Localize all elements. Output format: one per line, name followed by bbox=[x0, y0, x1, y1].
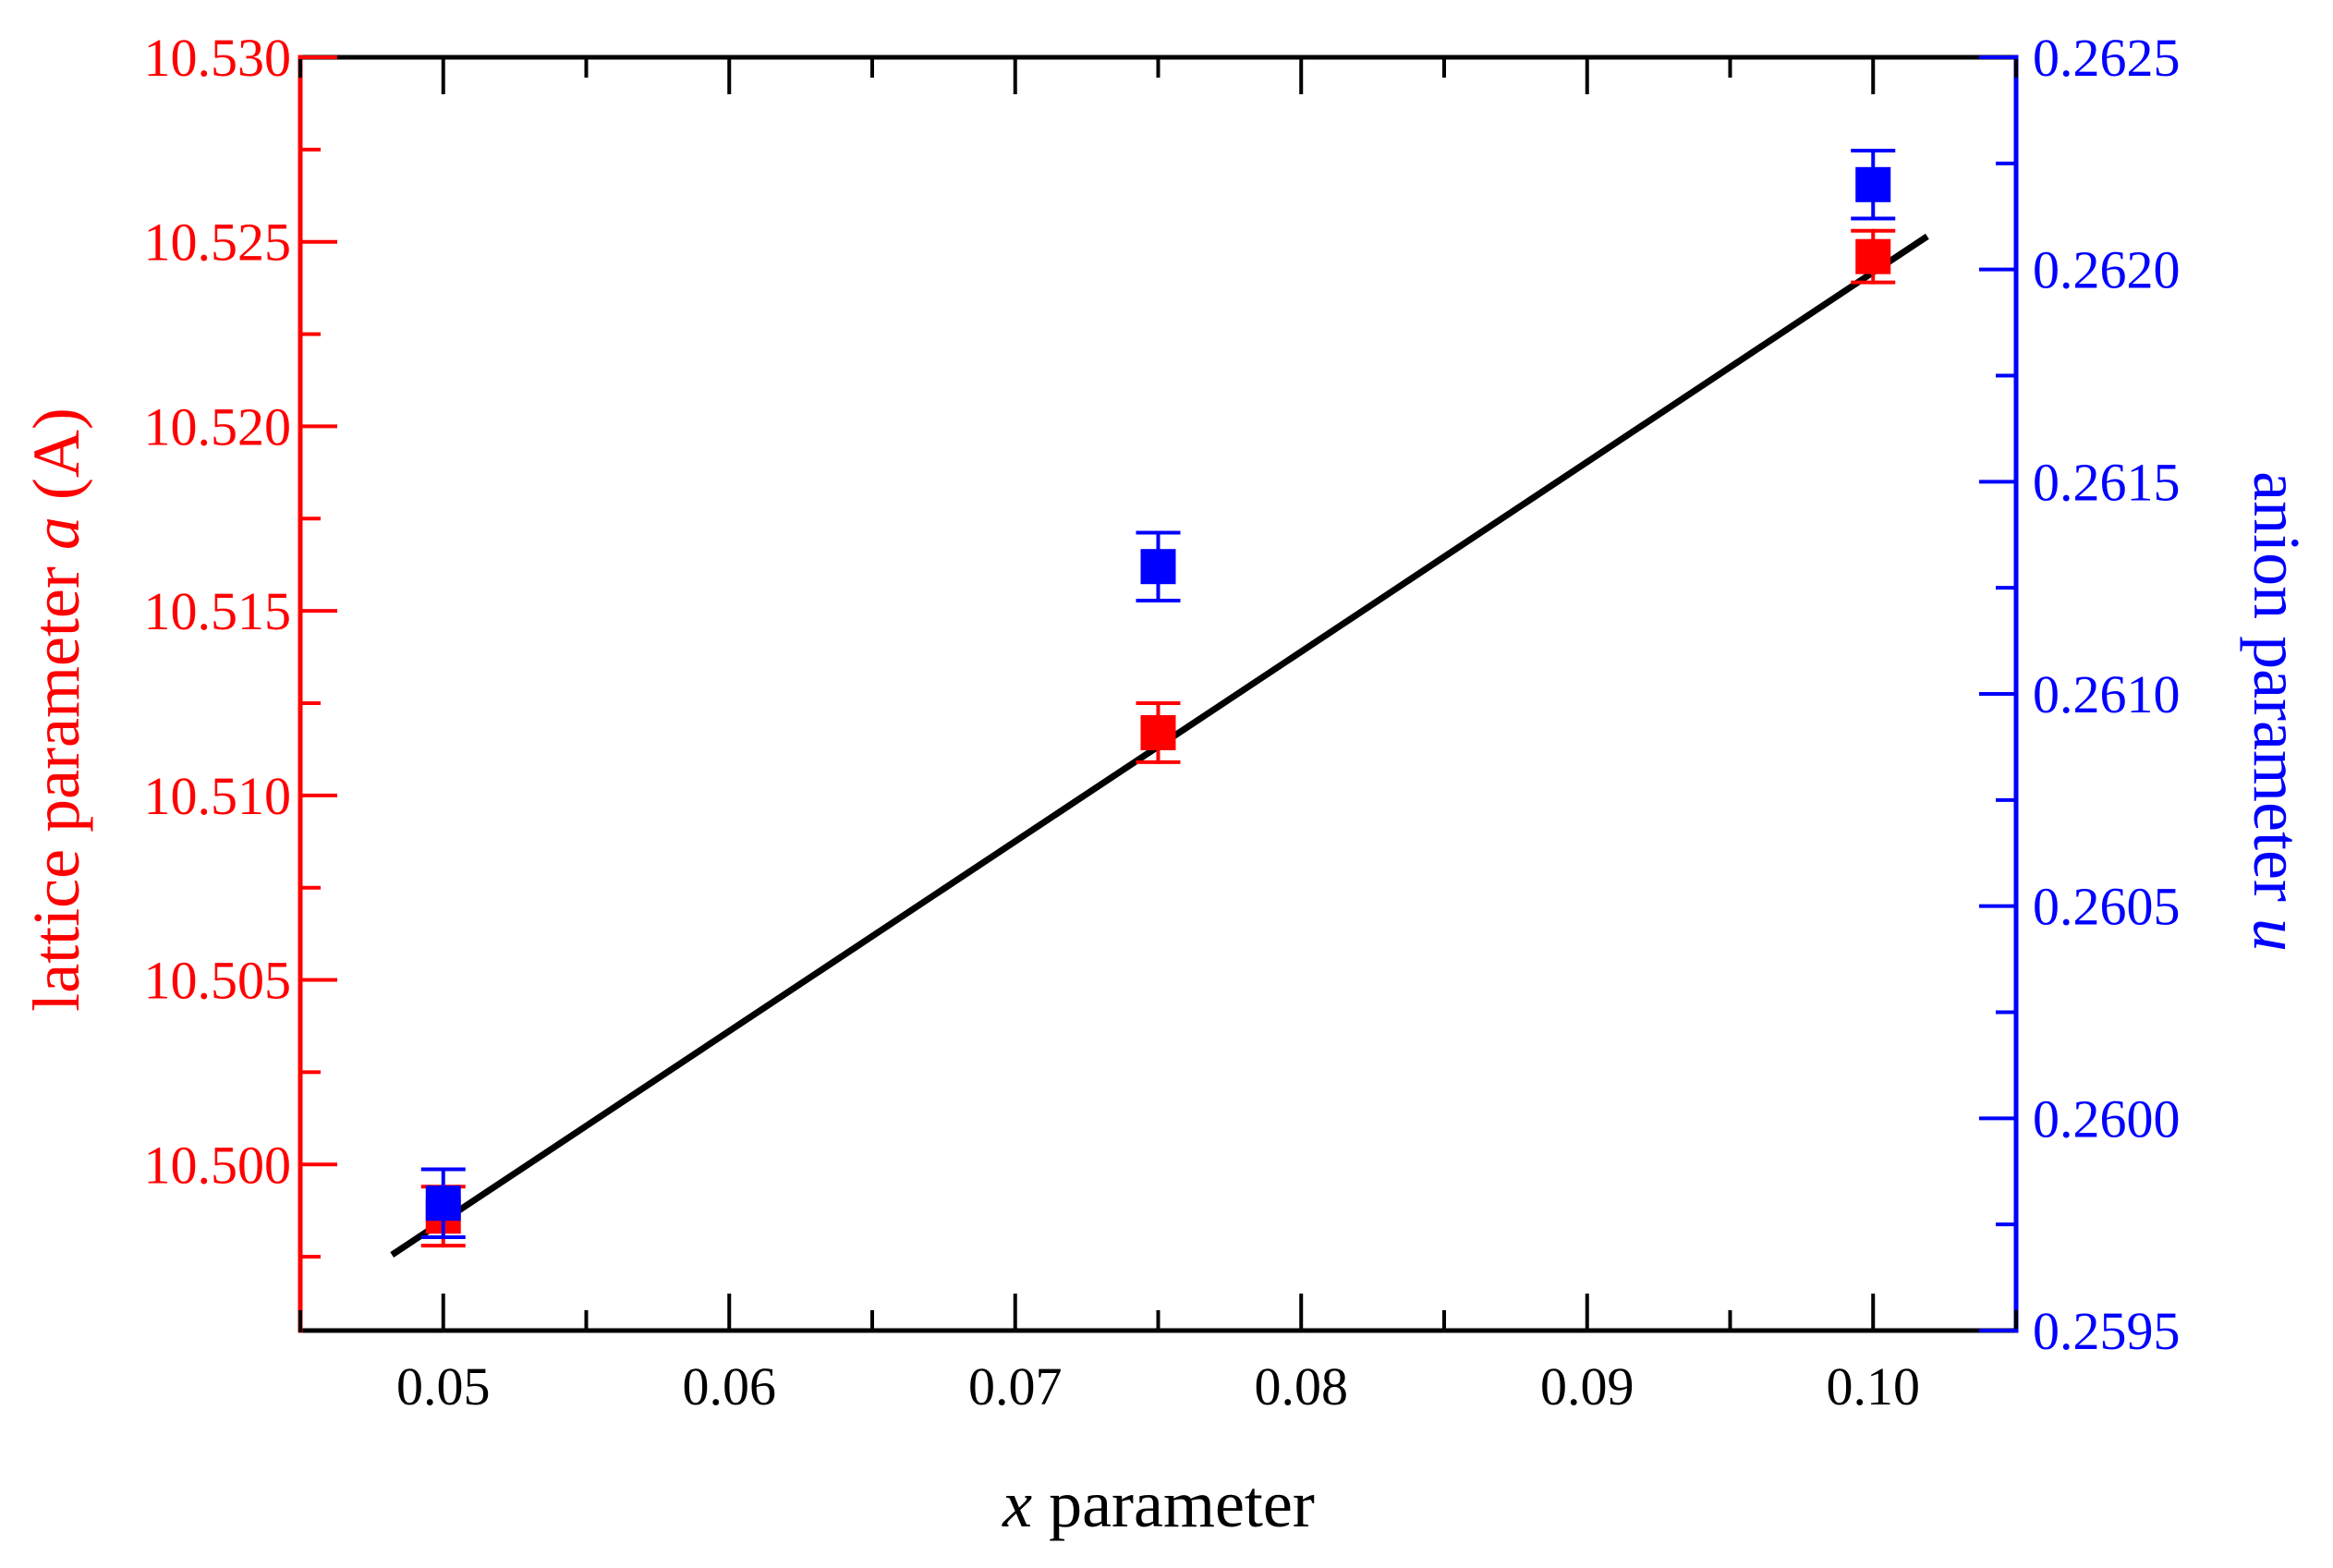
points-layer bbox=[420, 149, 1896, 1248]
x-axis-title-var: x bbox=[1002, 1467, 1032, 1541]
y-left-tick-label: 10.515 bbox=[144, 581, 292, 641]
y-left-tick-label: 10.505 bbox=[144, 951, 292, 1011]
x-tick-label: 0.09 bbox=[1540, 1356, 1634, 1416]
x-tick-label: 0.07 bbox=[968, 1356, 1063, 1416]
y-right-tick-label: 0.2595 bbox=[2033, 1301, 2181, 1361]
y-left-tick-label: 10.520 bbox=[144, 396, 292, 456]
x-tick-label: 0.08 bbox=[1255, 1356, 1349, 1416]
y-left-axis-title-post: (A) bbox=[19, 407, 93, 517]
x-tick-label: 0.10 bbox=[1827, 1356, 1921, 1416]
y-right-tick-label: 0.2600 bbox=[2033, 1088, 2181, 1149]
x-tick-label: 0.06 bbox=[683, 1356, 777, 1416]
anion-point bbox=[425, 1185, 461, 1222]
x-axis-title-rest: parameter bbox=[1032, 1467, 1315, 1541]
axes-layer: 0.05 0.06 0.07 0.08 0.09 0.10 10.500 10.505 10.5… bbox=[144, 28, 2181, 1416]
y-right-tick-label: 0.2610 bbox=[2033, 664, 2181, 724]
y-right-tick-label: 0.2605 bbox=[2033, 877, 2181, 937]
x-tick-label: 0.05 bbox=[396, 1356, 491, 1416]
y-left-axis-title-pre: lattice parameter bbox=[19, 550, 93, 1012]
y-left-tick-label: 10.500 bbox=[144, 1135, 292, 1195]
y-left-tick-label: 10.525 bbox=[144, 213, 292, 273]
anion-point bbox=[1855, 166, 1891, 202]
y-right-axis-title-var: u bbox=[2240, 918, 2314, 952]
y-right-tick-label: 0.2620 bbox=[2033, 240, 2181, 300]
y-left-axis-title-var: a bbox=[19, 517, 93, 550]
y-left-tick-label: 10.530 bbox=[144, 28, 292, 88]
y-right-tick-label: 0.2625 bbox=[2033, 28, 2181, 88]
lattice-point bbox=[1140, 714, 1176, 750]
anion-point bbox=[1140, 549, 1176, 585]
y-left-axis-title: lattice parameter a (A) bbox=[19, 407, 93, 1012]
y-right-axis-title-pre: anion parameter bbox=[2240, 471, 2314, 918]
y-right-tick-label: 0.2615 bbox=[2033, 452, 2181, 512]
y-left-tick-label: 10.510 bbox=[144, 766, 292, 826]
y-right-axis-title: anion parameter u bbox=[2240, 471, 2314, 952]
lattice-point bbox=[1855, 238, 1891, 274]
x-axis-title: x parameter bbox=[1002, 1467, 1315, 1541]
